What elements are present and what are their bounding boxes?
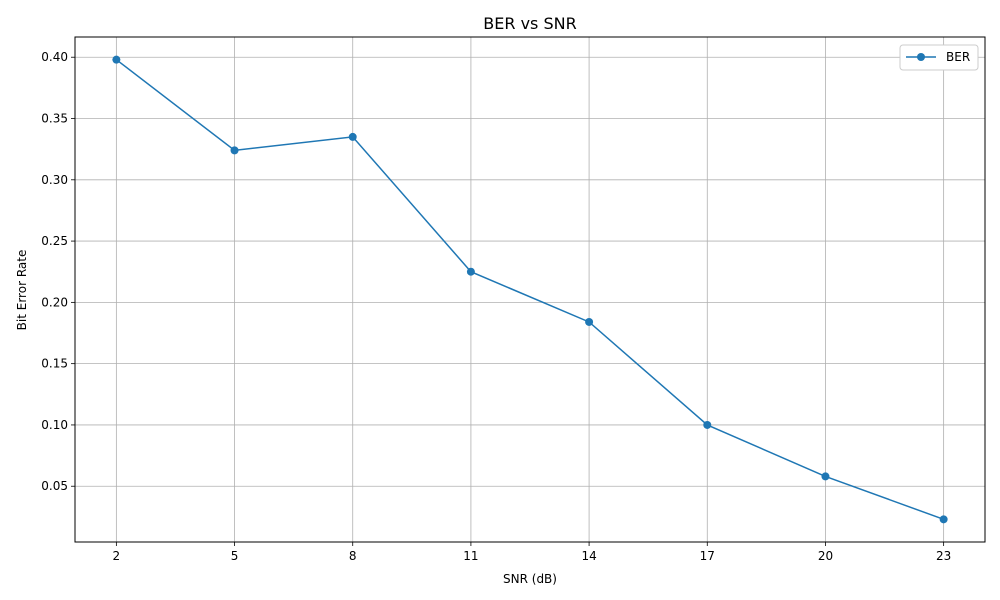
data-point	[939, 515, 948, 524]
series	[112, 55, 948, 524]
x-tick-label: 23	[936, 549, 951, 563]
y-tick-label: 0.35	[41, 112, 68, 126]
x-tick-label: 2	[113, 549, 121, 563]
series-line-ber	[115, 59, 944, 521]
x-tick-label: 8	[349, 549, 357, 563]
x-tick-label: 11	[463, 549, 478, 563]
legend-label-ber: BER	[946, 50, 970, 64]
chart-title: BER vs SNR	[483, 14, 576, 33]
axis-ticks: 2 5 8 11 14 17 20 23 0.05 0.10 0.15 0.20 0.25 0.30 0.3…	[41, 50, 951, 563]
data-point	[703, 420, 712, 429]
plot-frame	[74, 36, 986, 543]
y-tick-label: 0.20	[41, 295, 68, 309]
y-axis-label: Bit Error Rate	[15, 250, 29, 331]
x-tick-label: 5	[231, 549, 239, 563]
x-tick-label: 20	[818, 549, 833, 563]
x-tick-label: 17	[700, 549, 715, 563]
x-tick-label: 14	[581, 549, 596, 563]
data-point	[466, 267, 475, 276]
data-point	[821, 472, 830, 481]
y-tick-label: 0.30	[41, 173, 68, 187]
y-tick-label: 0.15	[41, 357, 68, 371]
data-point	[348, 132, 357, 141]
x-axis-label: SNR (dB)	[503, 572, 557, 586]
data-point	[230, 146, 239, 155]
y-tick-label: 0.25	[41, 234, 68, 248]
y-tick-label: 0.10	[41, 418, 68, 432]
legend-box	[899, 44, 979, 71]
legend-marker	[917, 53, 925, 61]
y-tick-label: 0.05	[41, 479, 68, 493]
data-point	[112, 55, 121, 64]
grid	[75, 37, 985, 542]
y-tick-label: 0.40	[41, 50, 68, 64]
legend: BER	[899, 44, 979, 71]
data-point	[585, 317, 594, 326]
